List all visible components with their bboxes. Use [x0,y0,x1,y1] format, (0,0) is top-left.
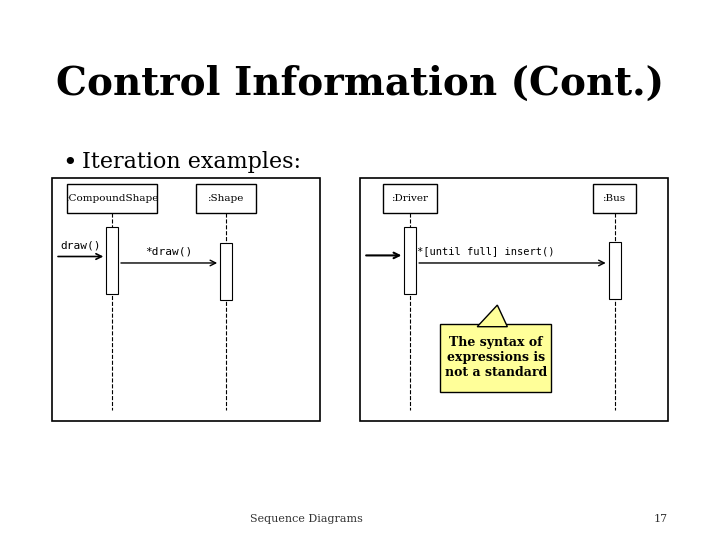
FancyBboxPatch shape [608,242,621,299]
Polygon shape [477,305,508,327]
Text: :Driver: :Driver [392,194,428,203]
FancyBboxPatch shape [196,184,256,213]
Text: •: • [62,151,76,175]
Text: Control Information (Cont.): Control Information (Cont.) [56,65,664,103]
Text: Iteration examples:: Iteration examples: [82,151,301,173]
Text: :Bus: :Bus [603,194,626,203]
Text: *draw(): *draw() [145,246,193,256]
FancyBboxPatch shape [441,324,551,392]
FancyBboxPatch shape [404,227,416,294]
FancyBboxPatch shape [220,243,232,300]
Text: 17: 17 [654,514,668,524]
Text: *[until full] insert(): *[until full] insert() [417,246,554,256]
Text: The syntax of
expressions is
not a standard: The syntax of expressions is not a stand… [444,336,546,379]
Text: Sequence Diagrams: Sequence Diagrams [250,514,363,524]
Text: draw(): draw() [60,240,100,250]
FancyBboxPatch shape [360,178,668,421]
FancyBboxPatch shape [384,184,437,213]
FancyBboxPatch shape [52,178,320,421]
FancyBboxPatch shape [593,184,636,213]
Text: :Shape: :Shape [208,194,244,203]
FancyBboxPatch shape [106,227,118,294]
Text: :CompoundShape: :CompoundShape [66,194,159,203]
FancyBboxPatch shape [67,184,158,213]
